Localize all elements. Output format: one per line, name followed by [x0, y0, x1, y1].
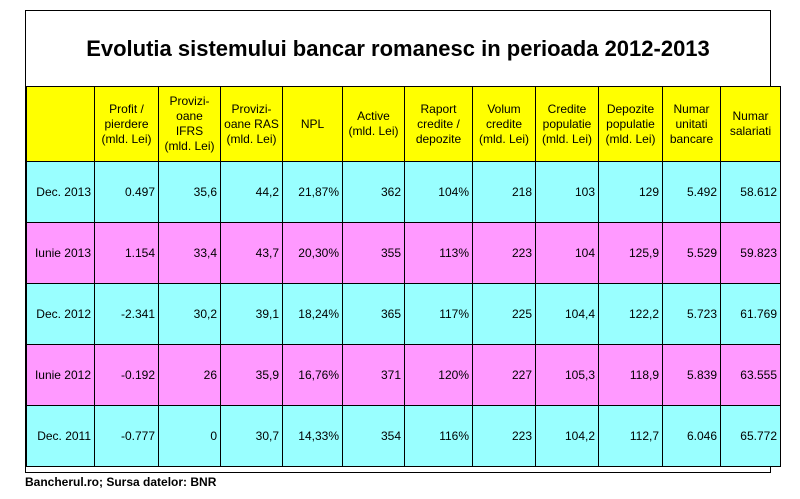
table-cell: 5.839 [662, 344, 721, 406]
table-cell: 6.046 [662, 405, 721, 467]
table-cell: -0.777 [94, 405, 159, 467]
header-cell-profit: Profit / pierdere (mld. Lei) [94, 86, 159, 162]
header-cell-period [26, 86, 95, 162]
table-cell: 16,76% [282, 344, 343, 406]
table-cell: 39,1 [220, 283, 283, 345]
header-cell-assets: Active (mld. Lei) [342, 86, 405, 162]
row-label: Dec. 2013 [26, 161, 95, 223]
table-cell: 223 [472, 222, 536, 284]
table-cell: 113% [404, 222, 473, 284]
header-cell-household-deposits: Depozite populatie (mld. Lei) [598, 86, 663, 162]
table-cell: 65.772 [720, 405, 781, 467]
table-cell: 63.555 [720, 344, 781, 406]
table-cell: 58.612 [720, 161, 781, 223]
table-cell: 105,3 [535, 344, 599, 406]
table-cell: 223 [472, 405, 536, 467]
table-cell: 104,4 [535, 283, 599, 345]
table-cell: 227 [472, 344, 536, 406]
row-label: Iunie 2012 [26, 344, 95, 406]
header-cell-household-loans: Credite populatie (mld. Lei) [535, 86, 599, 162]
data-table: Profit / pierdere (mld. Lei) Provizi-oan… [26, 86, 781, 467]
table-cell: 120% [404, 344, 473, 406]
table-cell: 30,2 [158, 283, 221, 345]
table-cell: -0.192 [94, 344, 159, 406]
table-cell: 112,7 [598, 405, 663, 467]
table-cell: 371 [342, 344, 405, 406]
table-cell: -2.341 [94, 283, 159, 345]
header-cell-loan-volume: Volum credite (mld. Lei) [472, 86, 536, 162]
row-label: Dec. 2011 [26, 405, 95, 467]
table-cell: 218 [472, 161, 536, 223]
table-cell: 14,33% [282, 405, 343, 467]
table-cell: 61.769 [720, 283, 781, 345]
table-cell: 33,4 [158, 222, 221, 284]
table-cell: 103 [535, 161, 599, 223]
table-cell: 122,2 [598, 283, 663, 345]
header-cell-employees: Numar salariati [720, 86, 781, 162]
table-cell: 20,30% [282, 222, 343, 284]
header-cell-provisions-ifrs: Provizi-oane IFRS (mld. Lei) [158, 86, 221, 162]
header-row: Profit / pierdere (mld. Lei) Provizi-oan… [26, 86, 781, 162]
header-cell-npl: NPL [282, 86, 343, 162]
table-row: Dec. 2011 -0.777 0 30,7 14,33% 354 116% … [26, 405, 781, 467]
table-cell: 1.154 [94, 222, 159, 284]
table-cell: 104 [535, 222, 599, 284]
table-row: Dec. 2012 -2.341 30,2 39,1 18,24% 365 11… [26, 283, 781, 345]
table-cell: 104,2 [535, 405, 599, 467]
table-cell: 43,7 [220, 222, 283, 284]
page-title: Evolutia sistemului bancar romanesc in p… [26, 11, 770, 87]
table-cell: 125,9 [598, 222, 663, 284]
table-cell: 35,9 [220, 344, 283, 406]
table-cell: 5.492 [662, 161, 721, 223]
row-label: Dec. 2012 [26, 283, 95, 345]
row-label: Iunie 2013 [26, 222, 95, 284]
table-cell: 117% [404, 283, 473, 345]
table-cell: 5.723 [662, 283, 721, 345]
table-cell: 35,6 [158, 161, 221, 223]
table-cell: 30,7 [220, 405, 283, 467]
table-cell: 0 [158, 405, 221, 467]
table-cell: 354 [342, 405, 405, 467]
table-cell: 365 [342, 283, 405, 345]
table-frame: Evolutia sistemului bancar romanesc in p… [25, 10, 781, 473]
header-cell-loan-deposit-ratio: Raport credite / depozite [404, 86, 473, 162]
table-cell: 18,24% [282, 283, 343, 345]
table-cell: 59.823 [720, 222, 781, 284]
table-cell: 104% [404, 161, 473, 223]
table-cell: 26 [158, 344, 221, 406]
table-cell: 118,9 [598, 344, 663, 406]
table-row: Iunie 2012 -0.192 26 35,9 16,76% 371 120… [26, 344, 781, 406]
table-cell: 129 [598, 161, 663, 223]
table-cell: 355 [342, 222, 405, 284]
table-row: Dec. 2013 0.497 35,6 44,2 21,87% 362 104… [26, 161, 781, 223]
source-note: Bancherul.ro; Sursa datelor: BNR [25, 475, 217, 489]
table-cell: 225 [472, 283, 536, 345]
header-cell-provisions-ras: Provizi-oane RAS (mld. Lei) [220, 86, 283, 162]
table-row: Iunie 2013 1.154 33,4 43,7 20,30% 355 11… [26, 222, 781, 284]
table-cell: 5.529 [662, 222, 721, 284]
header-cell-bank-units: Numar unitati bancare [662, 86, 721, 162]
table-cell: 0.497 [94, 161, 159, 223]
table-cell: 362 [342, 161, 405, 223]
table-cell: 44,2 [220, 161, 283, 223]
table-cell: 116% [404, 405, 473, 467]
table-cell: 21,87% [282, 161, 343, 223]
